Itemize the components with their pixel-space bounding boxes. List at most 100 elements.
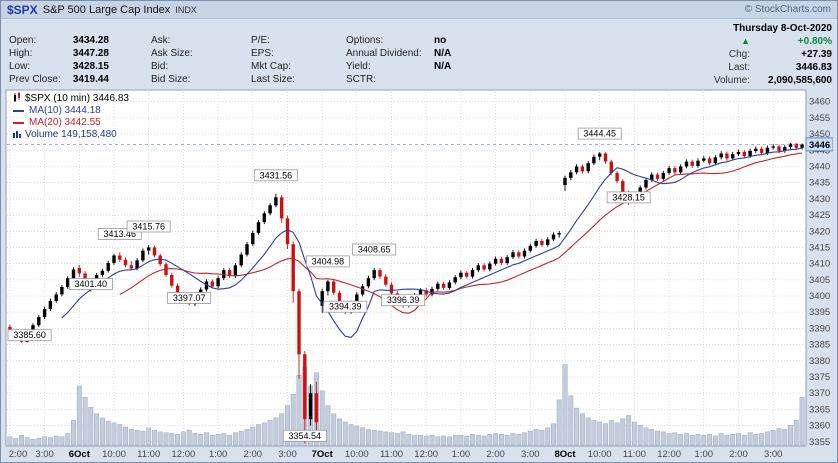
exchange-label: INDX [175, 5, 197, 15]
high-label: High: [9, 48, 33, 59]
x-axis-label: 7Oct [312, 449, 334, 460]
y-axis-label: 3460 [809, 97, 830, 108]
eps-label: EPS: [251, 48, 274, 59]
y-axis-label: 3440 [809, 162, 830, 173]
ma10-line [61, 147, 803, 339]
low-label: Low: [9, 61, 31, 72]
plot-background [5, 89, 807, 447]
y-axis-label: 3410 [809, 259, 830, 270]
ohlc-column: Open: 3434.28 High: 3447.28 Low: 3428.15 Pr… [9, 34, 109, 86]
pivot-annotation-box [126, 220, 171, 233]
x-axis-label: 3:00 [278, 449, 297, 460]
volume-bars-icon [13, 129, 22, 142]
pivot-annotation-label: 3413.46 [104, 229, 137, 239]
yield-label: Yield: [346, 61, 371, 72]
ask-size-label: Ask Size: [151, 48, 193, 59]
legend-volume: Volume 149,158,480 [25, 129, 117, 140]
pivot-annotation-label: 3408.65 [358, 245, 391, 255]
y-axis-label: 3385 [809, 340, 830, 351]
y-axis-label: 3370 [809, 388, 830, 399]
x-axis-label: 3:00 [521, 449, 540, 460]
pivot-annotation-label: 3401.40 [75, 279, 108, 289]
x-axis-label: 2:00 [244, 449, 263, 460]
x-axis-label: 10:00 [102, 449, 126, 460]
misc-column: Options: no Annual Dividend: N/A Yield: N/A… [346, 34, 496, 86]
pivot-annotation-box [68, 278, 113, 290]
volume-label: Volume: [713, 75, 750, 86]
y-axis-label: 3380 [809, 356, 830, 367]
y-axis-label: 3400 [809, 291, 830, 302]
pivot-annotation-label: 3404.98 [312, 256, 345, 266]
y-axis-label: 3450 [809, 129, 830, 140]
prev-close-label: Prev Close: [9, 74, 61, 85]
legend-ma10: MA(10) 3444.18 [29, 105, 101, 116]
mktcap-label: Mkt Cap: [251, 61, 292, 72]
pivot-annotation-box [97, 227, 142, 240]
pivot-annotation-box [606, 191, 651, 204]
dividend-label: Annual Dividend: [346, 48, 422, 59]
y-axis-label: 3405 [809, 275, 830, 286]
pivot-annotation-label: 3428.15 [612, 192, 645, 202]
pivot-annotation-box [381, 294, 426, 307]
chg-label: Chg: [728, 49, 750, 60]
y-axis-label: 3430 [809, 194, 830, 205]
y-axis-label: 3420 [809, 226, 830, 237]
ask-bid-column: Ask: Ask Size: Bid: Bid Size: [151, 34, 193, 86]
pivot-annotation-label: 3394.39 [329, 302, 362, 312]
last-size-label: Last Size: [251, 74, 295, 85]
y-axis-label: 3360 [809, 421, 830, 432]
dividend-value: N/A [434, 48, 452, 59]
pivot-annotation-box [167, 292, 212, 304]
x-axis-label: 2:00 [9, 449, 28, 460]
x-axis-label: 8Oct [554, 449, 576, 460]
y-axis-label: 3390 [809, 323, 830, 334]
x-axis-label: 10:00 [588, 449, 612, 460]
x-axis-label: 11:00 [380, 449, 403, 460]
x-axis-label: 3:00 [764, 449, 783, 460]
last-price-axis-tag: 3446 [809, 140, 830, 151]
volume-bars [7, 364, 805, 446]
price-chart-canvas: 3355 3360 3365 3370 3375 3380 3385 3390 3395 3400… [5, 89, 834, 460]
up-arrow-icon: ▲ [741, 36, 750, 46]
last-price-marker: 3446 [7, 137, 834, 152]
x-axis-label: 1:00 [695, 449, 714, 460]
pivot-annotation-label: 3385.60 [13, 330, 46, 340]
y-axis-label: 3435 [809, 178, 830, 189]
chart-area: 3355 3360 3365 3370 3375 3380 3385 3390 3395 3400… [5, 89, 834, 462]
y-axis-label: 3375 [809, 372, 830, 383]
legend-ma20: MA(20) 3442.55 [29, 117, 101, 128]
x-axis-label: 10:00 [345, 449, 369, 460]
x-axis-label: 11:00 [623, 449, 646, 460]
x-axis-label: 2:00 [486, 449, 505, 460]
x-axis-labels: 2:00 3:00 6Oct 10:00 11:00 12:00 1:00 2:00 3:00 7… [9, 449, 783, 460]
ma10-swatch-icon [13, 110, 24, 112]
pe-label: P/E: [251, 35, 270, 46]
index-name: S&P 500 Large Cap Index [42, 3, 171, 16]
x-axis-label: 12:00 [414, 449, 438, 460]
pivot-annotation-box [305, 255, 350, 268]
chg-value: +27.39 [801, 49, 832, 60]
pivot-annotation-box [577, 127, 622, 140]
x-axis-label: 11:00 [137, 449, 160, 460]
ask-label: Ask: [151, 35, 171, 46]
chart-legend: $SPX (10 min) 3446.83 MA(10) 3444.18 MA(… [13, 92, 129, 142]
stockcharts-copyright-link[interactable]: © StockCharts.com [744, 4, 831, 15]
open-label: Open: [9, 35, 37, 46]
percent-change-value: +0.80% [797, 36, 832, 47]
bid-size-label: Bid Size: [151, 74, 191, 85]
x-axis-label: 12:00 [657, 449, 681, 460]
x-axis-label: 2:00 [729, 449, 748, 460]
y-axis-label: 3355 [809, 437, 830, 448]
prev-close-value: 3419.44 [72, 74, 109, 85]
pivot-annotation-label: 3396.39 [387, 295, 420, 305]
y-axis-label: 3415 [809, 242, 830, 253]
pivot-annotation-box [352, 243, 397, 256]
candlestick-icon [13, 92, 22, 106]
quote-panel: Open: 3434.28 High: 3447.28 Low: 3428.15 Pr… [1, 19, 837, 89]
pivot-annotation-label: 3354.54 [289, 431, 322, 441]
options-value: no [434, 35, 447, 46]
x-axis-label: 1:00 [209, 449, 228, 460]
high-value: 3447.28 [72, 48, 109, 59]
